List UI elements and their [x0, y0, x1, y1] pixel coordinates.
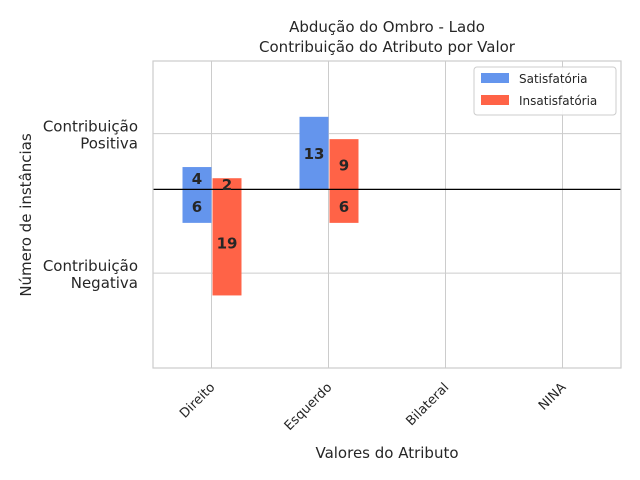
legend-swatch-satisfatoria [481, 73, 509, 83]
y-tick-label: Contribuição [43, 257, 138, 275]
y-tick-label: Positiva [80, 135, 138, 153]
bar-insatisfatoria-positive [212, 178, 242, 190]
y-tick-label: Negativa [71, 274, 138, 292]
legend-swatch-insatisfatoria [481, 95, 509, 105]
bar-insatisfatoria-negative [212, 189, 242, 296]
bar-satisfatoria-positive [299, 116, 329, 190]
legend-label-satisfatoria: Satisfatória [519, 72, 588, 86]
x-axis-label: Valores do Atributo [315, 444, 458, 462]
bar-insatisfatoria-positive [329, 139, 359, 190]
bar-satisfatoria-negative [182, 189, 212, 223]
bar-value-label: 2 [222, 176, 232, 194]
bar-satisfatoria-positive [182, 167, 212, 190]
legend: Satisfatória Insatisfatória [473, 66, 617, 116]
bar-value-label: 4 [192, 170, 202, 188]
y-tick-label: Contribuição [43, 118, 138, 136]
bar-value-label: 9 [339, 156, 349, 174]
legend-label-insatisfatoria: Insatisfatória [519, 94, 597, 108]
bar-value-label: 19 [217, 234, 238, 252]
labels-layer: 4 6 13 2 19 9 6 [192, 145, 349, 252]
bar-value-label: 6 [192, 198, 202, 216]
legend-box [473, 66, 617, 116]
chart-title: Abdução do Ombro - Lado [289, 18, 485, 36]
chart-subtitle: Contribuição do Atributo por Valor [259, 38, 516, 56]
bars-layer [182, 116, 359, 296]
bar-insatisfatoria-negative [329, 189, 359, 223]
bar-value-label: 6 [339, 198, 349, 216]
y-axis-label: Número de instâncias [17, 133, 35, 297]
plot-frame [152, 60, 622, 369]
bar-value-label: 13 [304, 145, 325, 163]
